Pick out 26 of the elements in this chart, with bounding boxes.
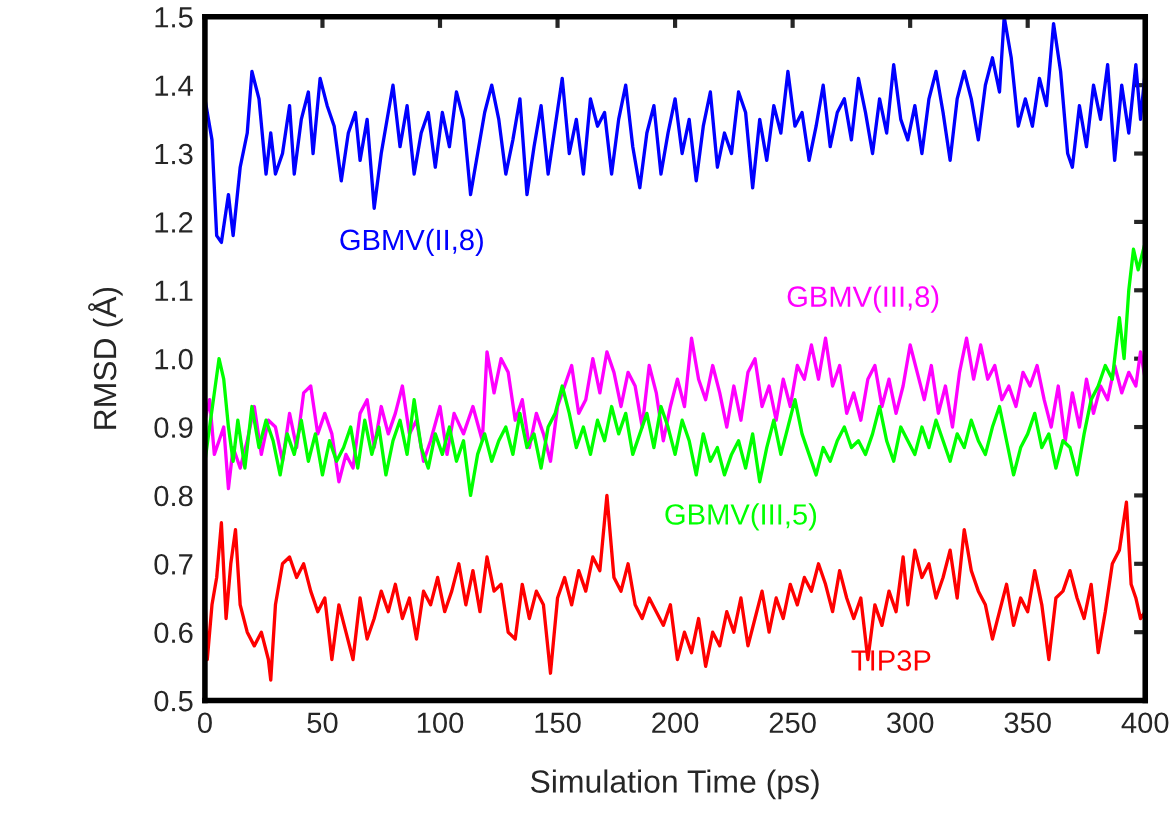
- y-tick-label: 0.6: [154, 622, 193, 644]
- series-label: GBMV(II,8): [340, 228, 483, 257]
- x-tick-label: 350: [1004, 712, 1051, 734]
- x-tick-label: 400: [1121, 712, 1169, 734]
- y-tick-label: 1.5: [155, 7, 193, 28]
- y-tick-label: 0.5: [154, 690, 193, 712]
- series-label: GBMV(III,5): [665, 503, 817, 531]
- y-tick-label: 0.8: [154, 485, 193, 507]
- y-tick-label: 0.7: [154, 554, 193, 575]
- series-label: GBMV(III,8): [787, 285, 939, 313]
- x-tick-label: 100: [417, 712, 464, 734]
- y-tick-label: 1.0: [155, 348, 193, 370]
- y-axis-title: RMSD (Å): [88, 287, 123, 429]
- x-tick-label: 300: [886, 712, 934, 734]
- y-tick-label: 0.9: [154, 417, 193, 438]
- y-tick-label: 1.3: [155, 143, 193, 165]
- y-tick-label: 1.2: [155, 212, 193, 233]
- x-tick-label: 200: [652, 712, 699, 734]
- x-tick-label: 0: [197, 712, 212, 734]
- series-label: TIP3P: [851, 650, 931, 671]
- x-axis-title: Simulation Time (ps): [530, 769, 819, 800]
- x-tick-label: 50: [307, 712, 338, 734]
- x-tick-label: 150: [535, 712, 581, 734]
- y-tick-label: 1.1: [155, 280, 193, 301]
- y-tick-label: 1.4: [155, 75, 193, 96]
- x-tick-label: 250: [769, 712, 816, 734]
